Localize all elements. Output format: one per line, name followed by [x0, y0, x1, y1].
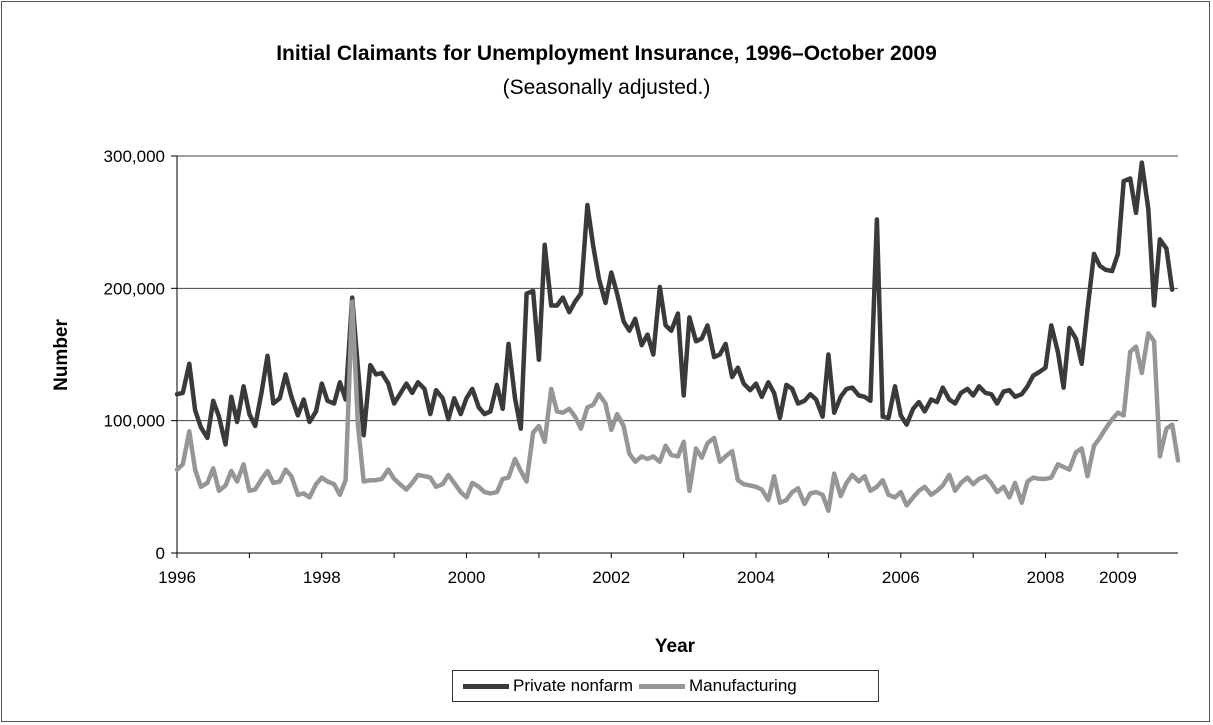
x-tick-label: 2000: [448, 568, 486, 587]
x-axis-label: Year: [655, 636, 696, 657]
legend-label-manufacturing: Manufacturing: [689, 676, 797, 695]
legend-item-private-nonfarm: Private nonfarm: [463, 676, 633, 696]
series-line-manufacturing: [174, 299, 1181, 513]
y-tick-label: 0: [156, 544, 165, 563]
x-tick-label: 2002: [592, 568, 630, 587]
chart-subtitle: (Seasonally adjusted.): [502, 76, 711, 99]
legend-swatch-private-nonfarm: [463, 683, 509, 689]
y-axis-label: Number: [51, 319, 72, 391]
axes: [171, 155, 1178, 558]
legend-item-manufacturing: Manufacturing: [639, 676, 797, 696]
y-tick-label: 200,000: [104, 279, 165, 298]
gridlines: [177, 155, 1178, 422]
x-tick-label: 2008: [1027, 568, 1065, 587]
x-tick-label: 1996: [158, 568, 196, 587]
y-tick-label: 100,000: [104, 412, 165, 431]
y-tick-label: 300,000: [104, 147, 165, 166]
x-tick-label: 1998: [303, 568, 341, 587]
series-line-private-nonfarm: [174, 160, 1175, 447]
legend-swatch-manufacturing: [639, 683, 685, 689]
series-lines: [174, 160, 1181, 513]
x-tick-label: 2009: [1099, 568, 1137, 587]
chart-title: Initial Claimants for Unemployment Insur…: [276, 42, 937, 65]
legend-label-private-nonfarm: Private nonfarm: [513, 676, 633, 695]
x-tick-label: 2004: [737, 568, 775, 587]
tick-labels: 0 100,000 200,000 300,000 1996 1998 2000 2002 20…: [104, 147, 1137, 587]
legend: Private nonfarm Manufacturing: [452, 670, 879, 702]
x-tick-label: 2006: [882, 568, 920, 587]
